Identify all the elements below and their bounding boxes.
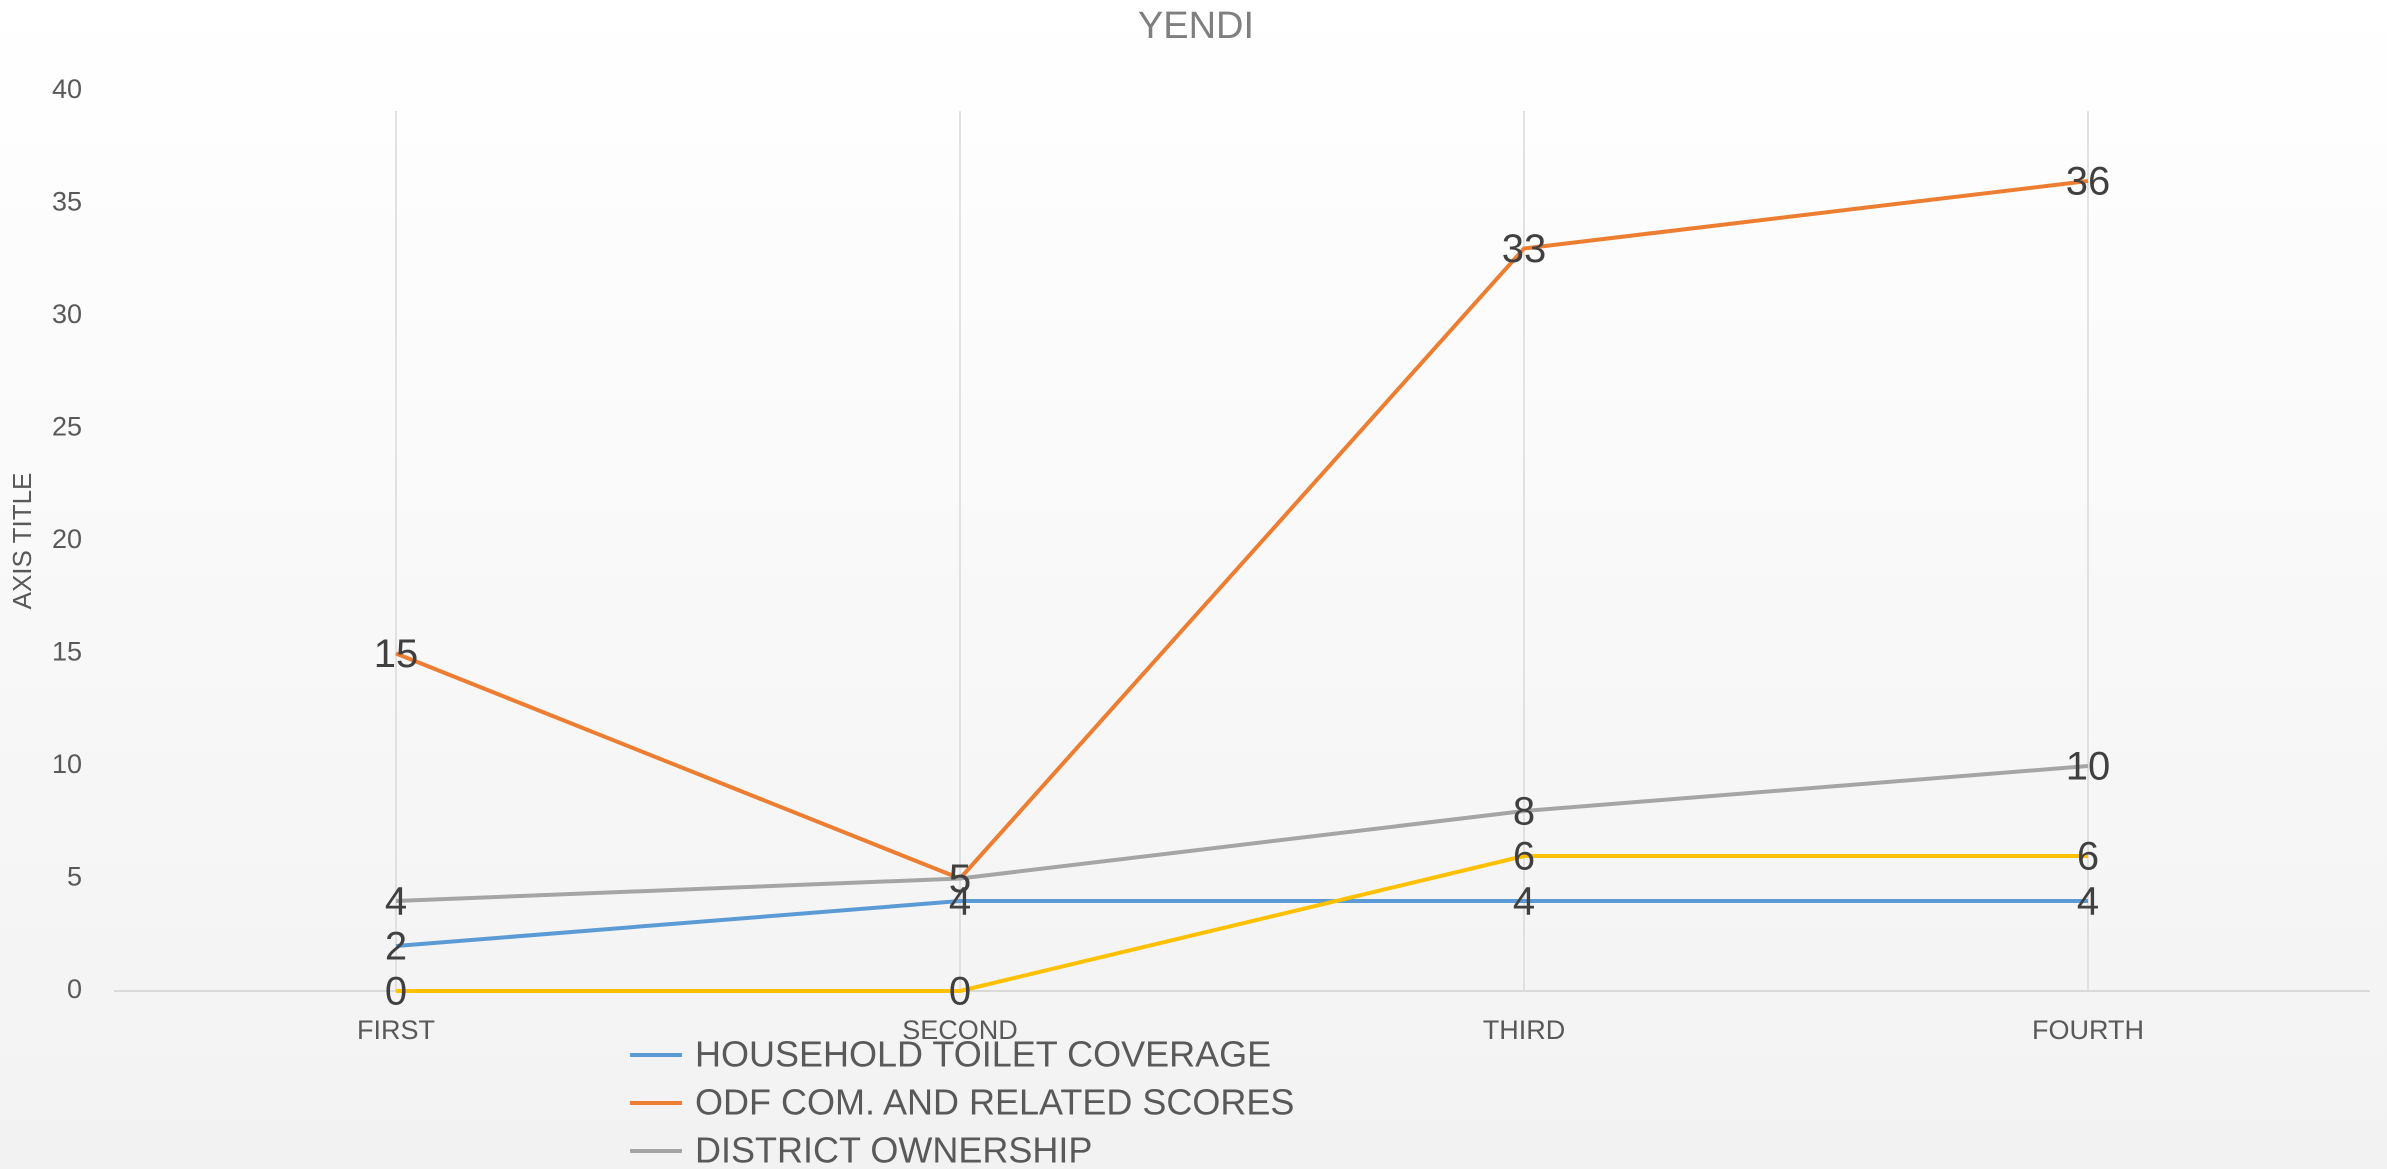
y-tick-label: 20 bbox=[52, 524, 82, 554]
x-tick-label: FIRST bbox=[357, 1015, 435, 1045]
y-axis-title: AXIS TITLE bbox=[7, 473, 37, 610]
data-label: 0 bbox=[385, 970, 407, 1014]
data-label: 0 bbox=[949, 970, 971, 1014]
data-label: 2 bbox=[385, 925, 407, 969]
data-label: 4 bbox=[1513, 880, 1535, 924]
data-label: 10 bbox=[2066, 745, 2111, 789]
data-label: 6 bbox=[1513, 835, 1535, 879]
legend-label: HOUSEHOLD TOILET COVERAGE bbox=[695, 1034, 1271, 1075]
data-label: 4 bbox=[949, 880, 971, 924]
data-label: 5 bbox=[949, 857, 971, 901]
data-label: 33 bbox=[1502, 227, 1547, 271]
y-tick-label: 35 bbox=[52, 187, 82, 217]
y-tick-label: 5 bbox=[67, 862, 82, 892]
y-tick-label: 15 bbox=[52, 637, 82, 667]
series-line bbox=[395, 179, 2089, 881]
y-tick-label: 40 bbox=[52, 74, 82, 104]
data-label: 5 bbox=[949, 857, 971, 901]
data-label: 4 bbox=[2077, 880, 2099, 924]
data-label: 4 bbox=[385, 880, 407, 924]
data-label: 15 bbox=[374, 632, 419, 676]
legend-label: DISTRICT OWNERSHIP bbox=[695, 1130, 1092, 1169]
y-tick-label: 10 bbox=[52, 749, 82, 779]
series-line bbox=[396, 854, 2088, 993]
series-line bbox=[395, 899, 2088, 948]
y-tick-label: 30 bbox=[52, 299, 82, 329]
legend-label: ODF COM. AND RELATED SCORES bbox=[695, 1082, 1294, 1123]
x-tick-label: FOURTH bbox=[2032, 1015, 2144, 1045]
y-tick-label: 25 bbox=[52, 412, 82, 442]
data-label: 8 bbox=[1513, 790, 1535, 834]
x-tick-label: SECOND bbox=[902, 1015, 1018, 1045]
data-label: 6 bbox=[2077, 835, 2099, 879]
chart-title: YENDI bbox=[1138, 5, 1254, 47]
y-tick-label: 0 bbox=[67, 974, 82, 1004]
series-line bbox=[395, 764, 2089, 903]
x-tick-label: THIRD bbox=[1483, 1015, 1566, 1045]
data-label: 36 bbox=[2066, 160, 2111, 204]
